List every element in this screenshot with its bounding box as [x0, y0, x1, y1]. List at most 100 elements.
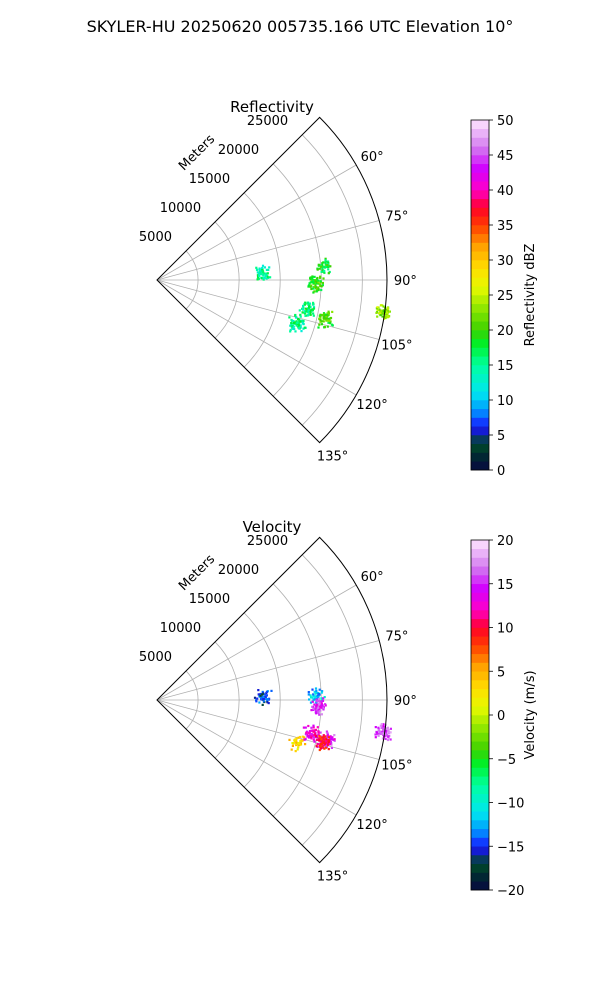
velocity-range-labels: 5000 10000 15000 20000 25000 [139, 534, 288, 665]
echo-pixel [292, 742, 295, 745]
colorbar-segment [471, 548, 489, 558]
echo-pixel [295, 320, 298, 323]
echo-pixel [317, 326, 320, 329]
colorbar-segment [471, 268, 489, 278]
echo-pixel [323, 739, 326, 742]
colorbar-tick-label: 20 [497, 534, 514, 549]
azimuth-gridline [156, 699, 357, 816]
echo-pixel [309, 734, 312, 737]
echo-pixel [320, 288, 323, 292]
echo-pixel [324, 261, 327, 264]
echo-pixel [321, 267, 324, 270]
echo-pixel [315, 745, 318, 748]
colorbar-segment [471, 776, 489, 786]
echo-pixel [329, 265, 332, 268]
echo-pixel [258, 274, 261, 277]
echo-pixel [315, 689, 318, 692]
echo-pixel [309, 305, 312, 308]
echo-pixel [317, 693, 320, 696]
echo-pixel [266, 275, 269, 278]
echo-pixel [330, 746, 333, 749]
echo-pixel [384, 315, 387, 318]
echo-pixel [310, 726, 313, 729]
colorbar-segment [471, 190, 489, 200]
echo-pixel [299, 313, 302, 316]
echo-pixel [325, 743, 328, 746]
echo-pixel [294, 750, 297, 753]
echo-pixel [319, 744, 323, 747]
colorbar-segment [471, 618, 489, 628]
echo-pixel [317, 697, 320, 701]
echo-pixel [261, 693, 264, 696]
echo-pixel [322, 277, 325, 280]
colorbar-segment [471, 417, 489, 427]
colorbar-segment [471, 408, 489, 418]
echo-pixel [314, 284, 317, 287]
echo-pixel [325, 317, 328, 320]
echo-pixel [321, 284, 324, 287]
echo-pixel [266, 698, 269, 701]
echo-pixel [319, 319, 322, 322]
echo-pixel [313, 285, 316, 288]
echo-pixel [309, 308, 312, 311]
colorbar-segment [471, 155, 489, 165]
echo-pixel [326, 312, 329, 315]
velocity-azimuth-labels: 60° 75° 90° 105° 120° 135° [317, 570, 417, 885]
range-tick-label: 15000 [189, 172, 230, 187]
echo-pixel [319, 284, 322, 287]
echo-pixel [318, 713, 321, 716]
echo-pixel [327, 748, 330, 751]
echo-pixel [377, 726, 380, 729]
echo-cluster [310, 697, 327, 716]
echo-pixel [325, 746, 328, 749]
echo-pixel [299, 324, 302, 327]
velocity-title: Velocity [243, 518, 302, 536]
echo-pixel [262, 695, 265, 698]
echo-pixel [321, 263, 324, 266]
echo-pixel [380, 725, 383, 728]
echo-pixel [330, 323, 333, 326]
echo-pixel [311, 705, 314, 708]
echo-pixel [327, 272, 330, 275]
echo-pixel [308, 282, 311, 285]
echo-pixel [327, 260, 330, 263]
echo-pixel [293, 738, 296, 741]
colorbar-segment [471, 811, 489, 821]
echo-pixel [315, 735, 318, 738]
echo-pixel [316, 276, 319, 280]
colorbar-segment [471, 347, 489, 357]
echo-pixel [374, 733, 377, 736]
echo-pixel [290, 748, 293, 751]
colorbar-segment [471, 391, 489, 401]
echo-pixel [386, 311, 389, 314]
reflectivity-azimuth-labels: 60° 75° 90° 105° 120° 135° [317, 150, 417, 465]
colorbar-segment [471, 627, 489, 637]
echo-pixel [261, 691, 265, 694]
echo-pixel [319, 320, 322, 323]
echo-pixel [322, 743, 325, 746]
echo-pixel [383, 725, 386, 728]
echo-pixel [386, 309, 390, 312]
echo-pixel [304, 310, 307, 313]
echo-pixel [315, 705, 318, 708]
echo-pixel [323, 747, 326, 750]
echo-pixel [308, 308, 311, 311]
colorbar-segment [471, 163, 489, 173]
reflectivity-panel: Reflectivity 5000 10000 15000 20000 25000 60… [139, 98, 538, 479]
echo-pixel [265, 690, 268, 693]
echo-pixel [320, 706, 323, 709]
echo-pixel [378, 730, 381, 734]
echo-pixel [325, 741, 328, 744]
echo-pixel [270, 689, 273, 692]
echo-pixel [310, 284, 313, 287]
colorbar-segment [471, 426, 489, 436]
echo-pixel [302, 726, 305, 729]
azimuth-tick-label: 135° [317, 870, 348, 885]
echo-pixel [313, 275, 316, 278]
echo-pixel [376, 315, 379, 318]
echo-pixel [321, 699, 325, 702]
echo-pixel [258, 272, 261, 275]
range-tick-label: 20000 [218, 563, 259, 578]
azimuth-gridline [156, 279, 380, 340]
echo-pixel [309, 285, 312, 288]
